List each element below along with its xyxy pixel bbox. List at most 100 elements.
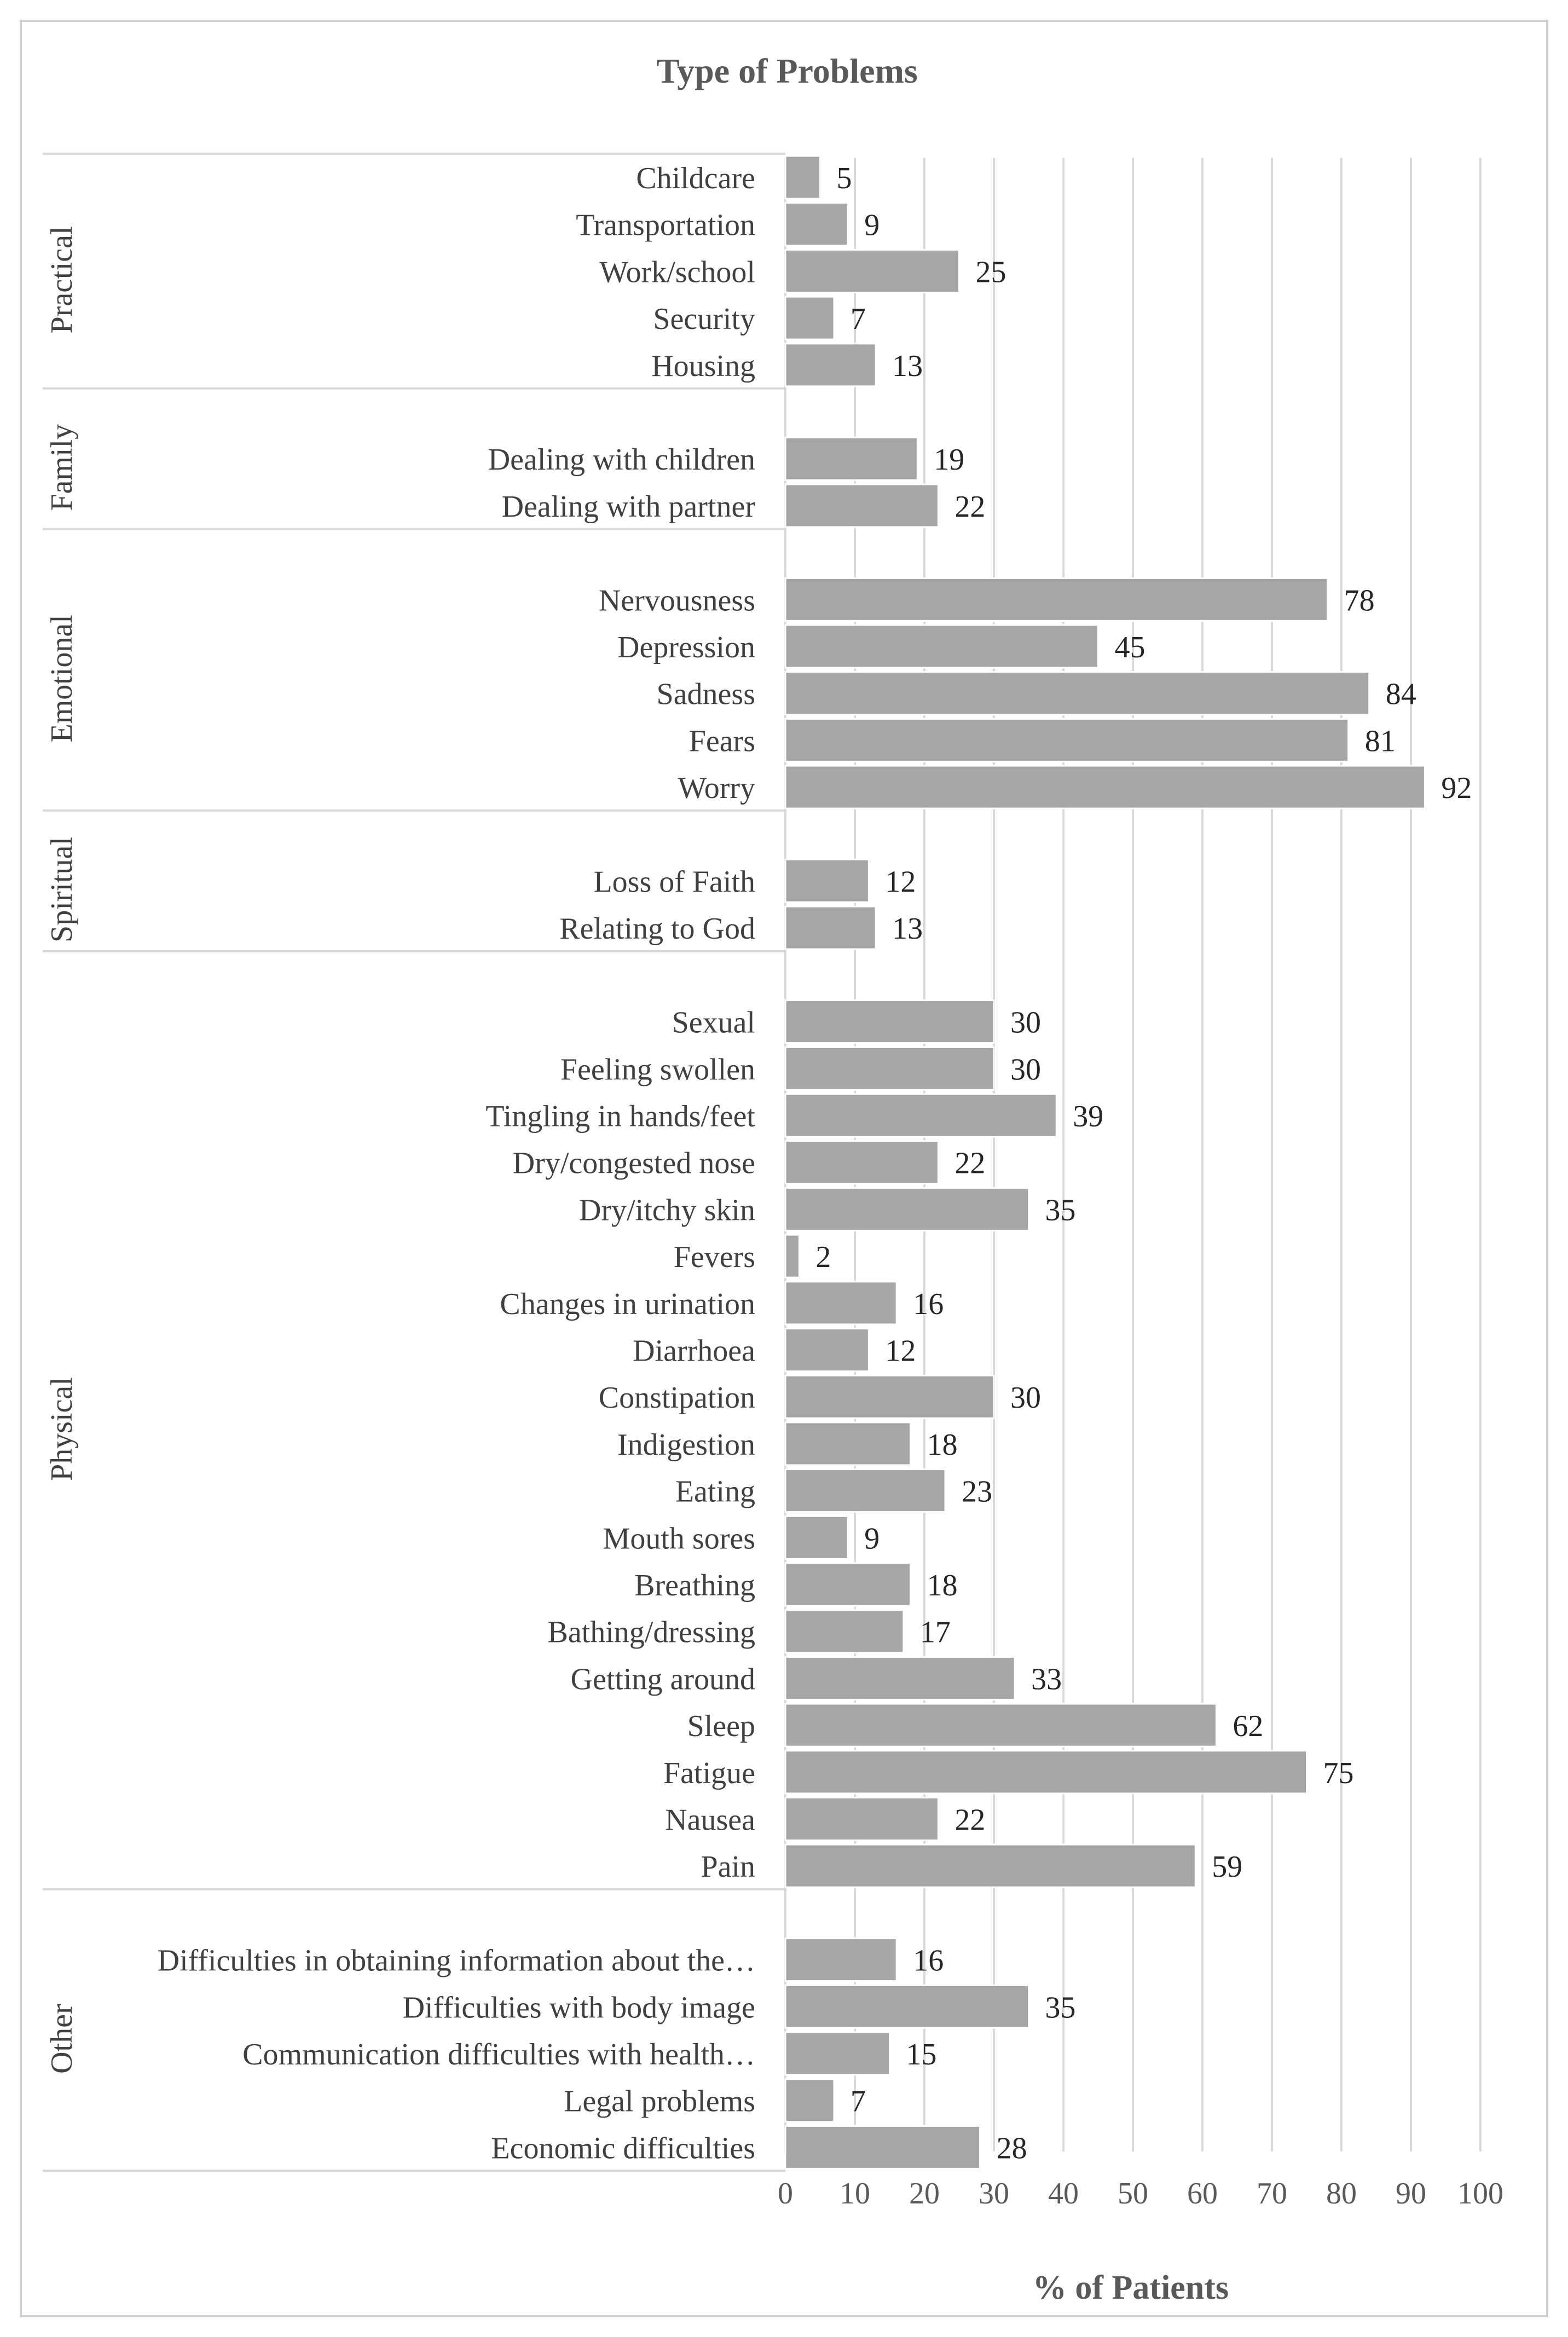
bar-chart: 0 10 20 30 40 50 60 70 80 90 100 Childcare 5 Transpor… [43, 51, 1503, 2306]
x-tick-label: 30 [979, 2177, 1009, 2211]
bar [784, 1797, 939, 1841]
bar [784, 1703, 1217, 1748]
data-label: 19 [934, 443, 964, 477]
bar [784, 343, 877, 387]
data-label: 13 [892, 349, 923, 383]
bar [784, 1374, 995, 1419]
category-label: Depression [617, 630, 755, 664]
category-label: Sleep [687, 1709, 755, 1743]
data-label: 2 [815, 1240, 831, 1274]
category-label: Fears [689, 724, 755, 758]
data-label: 45 [1115, 630, 1145, 664]
bar [784, 1562, 912, 1607]
x-axis-title: % of Patients [1033, 2269, 1229, 2306]
category-label: Breathing [634, 1569, 755, 1603]
group-label: Practical [45, 226, 79, 333]
bar [784, 624, 1099, 669]
category-label: Constipation [599, 1381, 755, 1415]
bar [784, 577, 1329, 622]
category-label: Loss of Faith [593, 865, 755, 899]
x-tick-label: 0 [778, 2177, 793, 2211]
bar [784, 1046, 995, 1091]
x-tick-label: 10 [840, 2177, 870, 2211]
category-label: Bathing/dressing [547, 1616, 755, 1650]
data-label: 7 [850, 2085, 866, 2119]
data-label: 13 [892, 912, 923, 946]
category-label: Transportation [576, 209, 755, 242]
bar [784, 436, 918, 481]
data-label: 12 [885, 865, 916, 899]
x-tick-label: 90 [1396, 2177, 1426, 2211]
data-label: 28 [997, 2131, 1027, 2165]
data-label: 7 [850, 302, 866, 336]
bar [784, 671, 1370, 716]
bar [784, 248, 960, 293]
bar [784, 765, 1426, 809]
bar [784, 2125, 981, 2170]
category-label: Nausea [665, 1803, 755, 1837]
category-label: Difficulties in obtaining information ab… [158, 1944, 755, 1978]
bar [784, 1468, 946, 1513]
category-label: Dealing with children [488, 443, 755, 477]
data-label: 22 [954, 1147, 985, 1181]
bar [784, 859, 870, 903]
category-label: Difficulties with body image [403, 1991, 755, 2024]
data-label: 30 [1010, 1381, 1041, 1415]
category-label: Legal problems [564, 2085, 755, 2119]
data-label: 22 [954, 1803, 985, 1837]
data-label: 16 [913, 1944, 944, 1978]
bar [784, 999, 995, 1044]
data-label: 81 [1365, 724, 1396, 758]
data-label: 12 [885, 1334, 916, 1368]
bar [784, 1937, 898, 1982]
category-label: Fevers [674, 1240, 755, 1274]
category-label: Dry/itchy skin [579, 1193, 755, 1227]
category-label: Security [653, 302, 755, 336]
data-label: 15 [906, 2038, 937, 2072]
chart-frame: 0 10 20 30 40 50 60 70 80 90 100 Childcare 5 Transpor… [20, 20, 1548, 2317]
x-tick-label: 100 [1457, 2177, 1503, 2211]
bar [784, 1750, 1307, 1795]
data-label: 18 [927, 1569, 958, 1603]
group-label: Spiritual [45, 837, 79, 942]
category-label: Dry/congested nose [513, 1147, 755, 1181]
bar [784, 905, 877, 950]
x-tick-label: 20 [909, 2177, 940, 2211]
bar [784, 1328, 870, 1372]
bar [784, 1656, 1016, 1700]
category-label: Economic difficulties [491, 2131, 755, 2165]
bar [784, 718, 1350, 762]
data-label: 59 [1212, 1850, 1242, 1884]
category-label: Getting around [571, 1662, 755, 1696]
category-label: Pain [701, 1850, 755, 1884]
bar [784, 296, 835, 340]
category-label: Work/school [599, 255, 755, 289]
bar [784, 2078, 835, 2123]
category-label: Fatigue [663, 1756, 755, 1790]
category-label: Indigestion [617, 1428, 755, 1462]
category-label: Childcare [636, 161, 755, 195]
data-label: 22 [954, 490, 985, 524]
data-label: 5 [837, 161, 852, 195]
bar [784, 1984, 1029, 2029]
bar [784, 155, 821, 200]
category-label: Eating [675, 1475, 755, 1509]
category-label: Feeling swollen [560, 1052, 755, 1086]
x-tick-label: 40 [1048, 2177, 1079, 2211]
category-label: Changes in urination [500, 1287, 755, 1321]
bar [784, 1187, 1029, 1231]
bar [784, 483, 939, 528]
x-tick-label: 80 [1326, 2177, 1357, 2211]
data-label: 18 [927, 1428, 958, 1462]
category-label: Relating to God [559, 912, 755, 946]
data-label: 23 [962, 1475, 992, 1509]
category-label: Diarrhoea [633, 1334, 755, 1368]
chart-title: Type of Problems [656, 51, 918, 90]
data-label: 35 [1045, 1193, 1076, 1227]
data-label: 78 [1344, 583, 1375, 617]
data-label: 16 [913, 1287, 944, 1321]
category-label: Housing [651, 349, 755, 383]
bar [784, 202, 849, 247]
bar [784, 1093, 1057, 1138]
bar [784, 1281, 898, 1326]
